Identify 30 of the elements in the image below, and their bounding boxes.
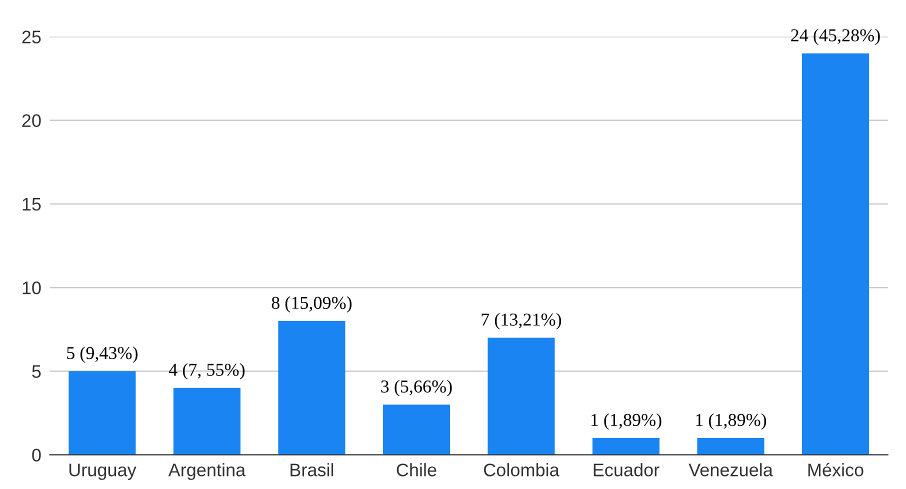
- bar: [278, 320, 346, 455]
- y-tick-label: 25: [22, 30, 41, 44]
- data-label: 5 (9,43%): [67, 346, 138, 363]
- x-tick-label: México: [808, 462, 864, 476]
- y-tick-label: 20: [22, 114, 41, 128]
- bar: [697, 438, 764, 455]
- bar: [488, 338, 555, 455]
- bar: [592, 438, 660, 455]
- data-label: 24 (45,28%): [791, 28, 880, 46]
- x-tick-label: Brasil: [290, 463, 334, 476]
- data-label: 1 (1,89%): [696, 413, 766, 430]
- bar: [382, 404, 450, 455]
- y-tick-label: 10: [22, 281, 41, 294]
- x-tick-label: Ecuador: [594, 463, 660, 476]
- bar: [802, 53, 870, 455]
- y-tick-label: 15: [22, 198, 41, 211]
- data-label: 8 (15,09%): [272, 296, 352, 313]
- bar: [68, 371, 136, 455]
- x-tick-label: Colombia: [484, 463, 560, 476]
- x-tick-label: Argentina: [168, 463, 246, 480]
- bar: [173, 388, 240, 455]
- data-label: 1 (1,89%): [591, 413, 662, 430]
- data-label: 4 (7, 55%): [168, 363, 245, 380]
- data-label: 3 (5,66%): [381, 380, 452, 396]
- x-tick-label: Chile: [396, 463, 436, 476]
- y-tick-label: 0: [32, 448, 41, 462]
- data-label: 7 (13,21%): [482, 312, 562, 330]
- x-tick-label: Venezuela: [688, 463, 773, 476]
- y-tick-label: 5: [32, 365, 41, 378]
- x-tick-label: Uruguay: [69, 464, 136, 480]
